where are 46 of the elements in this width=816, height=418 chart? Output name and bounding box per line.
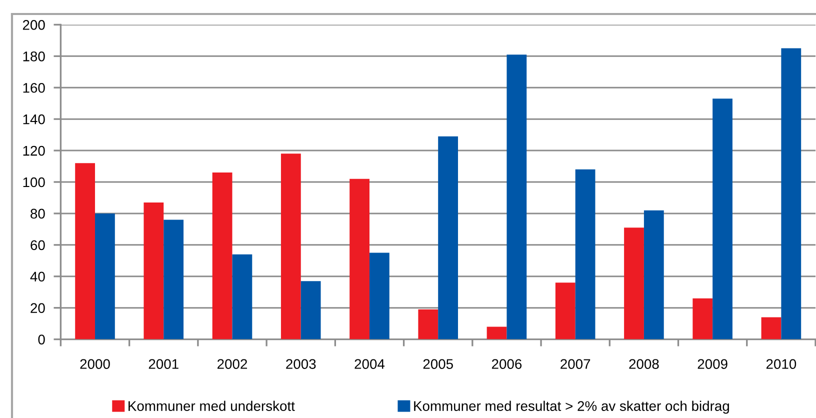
y-tick-label: 80 xyxy=(30,208,45,219)
y-tick-label: 40 xyxy=(30,272,45,282)
bar xyxy=(644,210,664,340)
bar xyxy=(369,252,390,340)
bar xyxy=(712,98,732,340)
y-tick-label: 160 xyxy=(23,82,45,93)
x-tick-label: 2007 xyxy=(560,359,590,369)
legend-label: Kommuner med resultat > 2% av skatter och bidrag xyxy=(414,400,729,414)
bar xyxy=(212,172,232,340)
y-tick-label: 100 xyxy=(23,177,45,188)
y-tick-label: 200 xyxy=(22,20,45,30)
y-tick-label: 120 xyxy=(23,146,45,156)
bar xyxy=(232,254,252,340)
bar xyxy=(692,298,713,340)
y-tick-label: 20 xyxy=(30,303,45,314)
bar xyxy=(486,326,507,340)
bar xyxy=(624,228,644,340)
bar xyxy=(144,202,164,340)
x-tick-label: 2005 xyxy=(423,359,453,369)
legend-label: Kommuner med underskott xyxy=(128,400,295,411)
y-tick-label: 60 xyxy=(30,240,45,250)
bar xyxy=(164,220,184,340)
bar xyxy=(555,282,576,340)
bar xyxy=(75,163,96,340)
bar xyxy=(95,213,115,340)
x-tick-label: 2009 xyxy=(698,359,728,369)
x-tick-label: 2006 xyxy=(492,359,522,369)
bar xyxy=(280,154,301,340)
bar xyxy=(781,48,802,340)
bar xyxy=(350,178,370,340)
x-tick-label: 2000 xyxy=(80,359,110,369)
y-tick-label: 140 xyxy=(23,114,45,124)
bar xyxy=(418,309,438,340)
bar xyxy=(575,169,596,340)
x-tick-label: 2010 xyxy=(766,359,796,369)
x-tick-label: 2003 xyxy=(286,359,316,369)
bar xyxy=(438,136,458,340)
x-tick-label: 2001 xyxy=(148,359,178,369)
x-tick-label: 2004 xyxy=(354,359,385,369)
bar xyxy=(761,317,782,340)
y-tick-label: 0 xyxy=(38,334,45,344)
bar xyxy=(506,54,527,340)
bar xyxy=(300,281,321,340)
x-tick-label: 2002 xyxy=(217,359,247,369)
y-tick-label: 180 xyxy=(23,51,45,62)
x-tick-label: 2008 xyxy=(629,359,659,369)
